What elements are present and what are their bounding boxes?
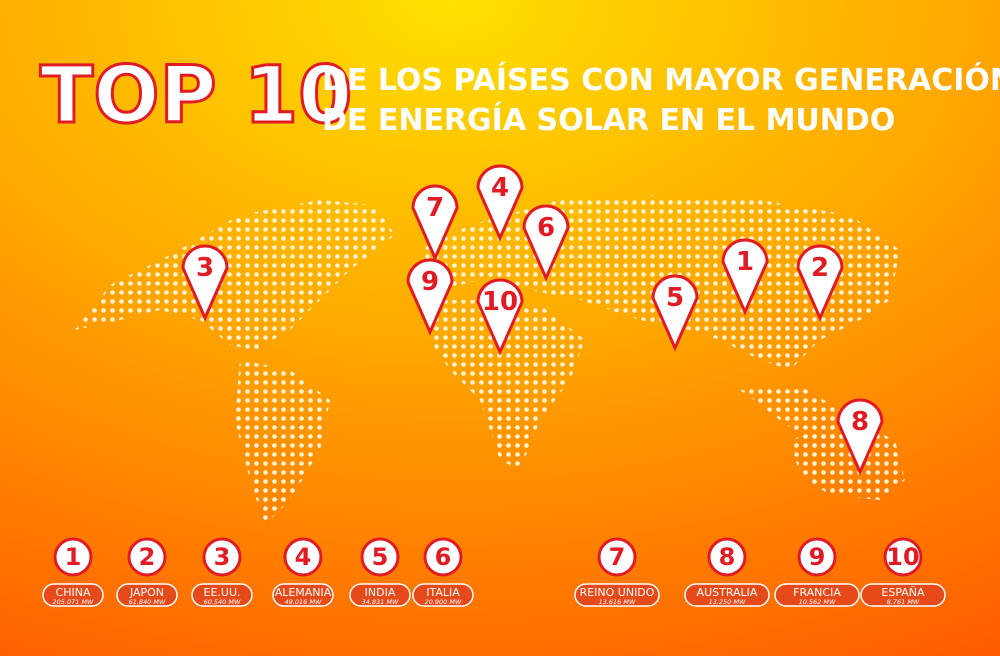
pin-shape — [796, 244, 844, 322]
rank-number: 1 — [65, 543, 82, 571]
pin-number: 4 — [491, 173, 509, 203]
pin: 4 — [476, 164, 524, 242]
country-name: INDIA — [365, 586, 396, 599]
rank-badge — [707, 537, 747, 577]
country-name: EE.UU. — [204, 586, 241, 599]
pin: 9 — [406, 258, 454, 336]
country-name: FRANCIA — [793, 586, 841, 599]
pin: 10 — [476, 278, 524, 356]
pin-number: 1 — [736, 247, 754, 277]
pin: 2 — [796, 244, 844, 322]
pin: 3 — [181, 244, 229, 322]
label-pill — [42, 583, 104, 607]
pin-shape — [721, 238, 769, 316]
pin: 5 — [651, 274, 699, 352]
rank-number: 9 — [809, 543, 826, 571]
subtitle: DE LOS PAÍSES CON MAYOR GENERACIÓN — [322, 61, 1000, 98]
pin-shape — [836, 398, 884, 476]
rank-badge — [360, 537, 400, 577]
rank-badge — [597, 537, 637, 577]
label-pill — [574, 583, 660, 607]
country-value: 49.016 MW — [285, 598, 322, 606]
label-pill — [684, 583, 770, 607]
pin-shape — [651, 274, 699, 352]
pin: 1 — [721, 238, 769, 316]
country-name: ALEMANIA — [275, 586, 332, 599]
pin: 6 — [522, 204, 570, 282]
subtitle: DE ENERGÍA SOLAR EN EL MUNDO — [322, 102, 895, 138]
rank-number: 8 — [719, 543, 736, 571]
pin-number: 3 — [196, 253, 214, 283]
label-pill — [191, 583, 253, 607]
rank-number: 7 — [609, 543, 626, 571]
country-name: AUSTRALIA — [697, 586, 758, 599]
rank-badge — [423, 537, 463, 577]
rank-badge — [283, 537, 323, 577]
country-value: 8.761 MW — [887, 598, 920, 606]
country-value: 10.562 MW — [799, 598, 836, 606]
label-pill — [272, 583, 334, 607]
country-name: JAPON — [129, 586, 164, 599]
country-value: 34.831 MW — [362, 598, 399, 606]
label-pill — [774, 583, 860, 607]
pin-shape — [476, 278, 524, 356]
rank-number: 3 — [214, 543, 231, 571]
pin-number: 10 — [482, 287, 518, 317]
pin-shape — [522, 204, 570, 282]
country-value: 13.250 MW — [709, 598, 746, 606]
pin-shape — [476, 164, 524, 242]
country-value: 205.071 MW — [53, 598, 95, 606]
rank-number: 4 — [295, 543, 312, 571]
label-pill — [116, 583, 178, 607]
country-name: ESPAÑA — [881, 586, 925, 599]
pin-number: 5 — [666, 283, 684, 313]
pin-number: 9 — [421, 267, 439, 297]
rank-number: 6 — [435, 543, 452, 571]
country-name: CHINA — [56, 586, 91, 599]
rank-badge — [883, 537, 923, 577]
country-value: 60.540 MW — [204, 598, 241, 606]
title: TOP 10 — [40, 51, 352, 141]
rank-badge — [127, 537, 167, 577]
pins: 1 2 3 4 5 6 7 8 9 10 — [181, 164, 884, 476]
country-value: 61.840 MW — [129, 598, 166, 606]
country-name: REINO UNIDO — [580, 586, 655, 599]
rank-number: 10 — [886, 543, 919, 571]
pin-shape — [181, 244, 229, 322]
label-pill — [349, 583, 411, 607]
rank-badge — [202, 537, 242, 577]
rank-number: 2 — [139, 543, 156, 571]
pin-number: 2 — [811, 253, 829, 283]
country-name: ITALIA — [426, 586, 460, 599]
pin: 7 — [411, 184, 459, 262]
country-value: 20.900 MW — [425, 598, 462, 606]
pin: 8 — [836, 398, 884, 476]
rank-number: 5 — [372, 543, 389, 571]
country-value: 13.616 MW — [599, 598, 636, 606]
pin-number: 6 — [537, 213, 555, 243]
rank-badge — [53, 537, 93, 577]
rank-badge — [797, 537, 837, 577]
pin-number: 8 — [851, 407, 869, 437]
label-pill — [860, 583, 946, 607]
label-pill — [412, 583, 474, 607]
pin-shape — [411, 184, 459, 262]
pin-shape — [406, 258, 454, 336]
pin-number: 7 — [426, 193, 444, 223]
